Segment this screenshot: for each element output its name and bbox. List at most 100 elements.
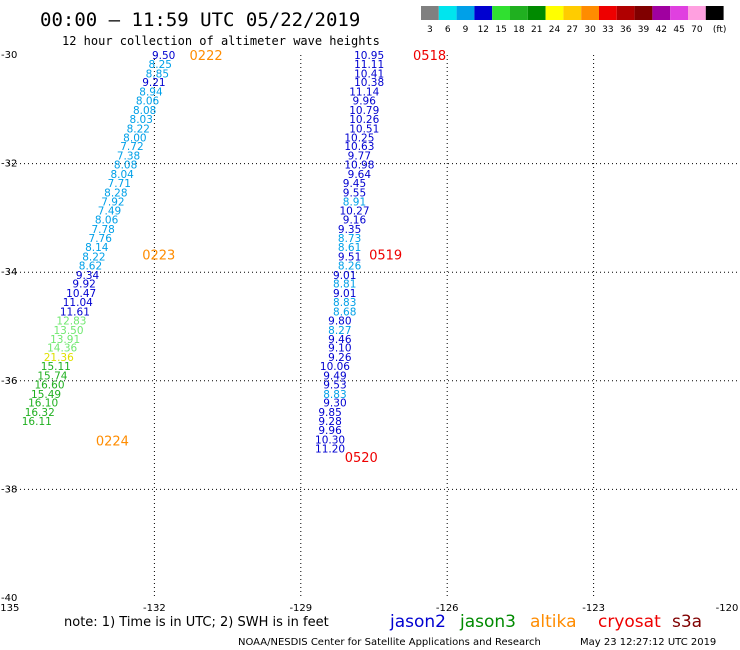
swh-value: 9.77 (348, 150, 371, 162)
color-scale-label: 3 (427, 25, 433, 35)
satellite-legend-entry: altika (530, 612, 577, 632)
swh-value: 9.21 (142, 77, 165, 89)
y-tick-label: -30 (1, 50, 17, 61)
swh-value: 8.83 (333, 297, 356, 309)
lat-lon-grid (8, 55, 740, 598)
color-swatch (670, 6, 688, 20)
color-swatch (421, 6, 439, 20)
color-scale-label: 18 (513, 25, 525, 35)
chart-subtitle: 12 hour collection of altimeter wave hei… (62, 34, 380, 48)
pass-time-label: 0519 (369, 248, 402, 263)
satellite-legend-entry: jason2 (389, 612, 446, 632)
pass-time-label: 0520 (345, 451, 378, 466)
swh-value: 8.03 (130, 114, 153, 126)
swh-value: 8.14 (85, 242, 109, 254)
swh-value: 10.27 (339, 205, 369, 217)
swh-value: 9.80 (328, 316, 351, 328)
swh-values: 9.508.258.859.218.948.068.088.038.228.00… (22, 50, 384, 456)
swh-value: 8.85 (146, 68, 169, 80)
swh-value: 16.32 (25, 407, 55, 419)
color-swatch (510, 6, 528, 20)
chart-title: 00:00 — 11:59 UTC 05/22/2019 (40, 9, 360, 31)
swh-value: 9.35 (338, 224, 361, 236)
swh-value: 9.51 (338, 251, 361, 263)
color-swatch (688, 6, 706, 20)
pass-time-label: 0224 (96, 435, 129, 450)
swh-value: 13.91 (50, 334, 80, 346)
color-swatch (563, 6, 582, 20)
swh-value: 9.64 (348, 169, 372, 181)
swh-value: 16.10 (28, 398, 58, 410)
swh-value: 16.11 (22, 416, 52, 428)
y-tick-label: -40 (1, 593, 17, 604)
axis-tick-labels: -30 -32 -34 -36 -38 -40-135 -132 -129 -126 -123 -1… (0, 50, 738, 614)
color-scale-label: 6 (445, 25, 451, 35)
color-swatch (527, 6, 546, 20)
y-tick-label: -34 (1, 267, 17, 278)
color-swatch (581, 6, 599, 20)
swh-value: 14.36 (47, 343, 77, 355)
credit-line: NOAA/NESDIS Center for Satellite Applica… (238, 637, 541, 648)
swh-value: 9.30 (323, 398, 346, 410)
swh-value: 9.55 (343, 187, 366, 199)
swh-value: 10.30 (315, 434, 345, 446)
swh-value: 11.61 (60, 306, 90, 318)
swh-value: 8.27 (328, 325, 351, 337)
swh-value: 9.96 (318, 425, 342, 437)
x-tick-label: -126 (436, 603, 459, 614)
swh-value: 8.28 (104, 187, 127, 199)
swh-value: 10.79 (349, 105, 379, 117)
swh-value: 16.60 (34, 380, 64, 392)
swh-value: 9.26 (328, 352, 352, 364)
swh-value: 9.45 (343, 178, 366, 190)
y-tick-label: -36 (1, 376, 17, 387)
swh-value: 8.91 (343, 197, 366, 209)
swh-value: 9.16 (343, 215, 367, 227)
swh-value: 11.04 (63, 297, 93, 309)
color-scale-label: 33 (602, 25, 613, 35)
color-scale-label: 36 (620, 25, 632, 35)
swh-value: 8.73 (338, 233, 361, 245)
swh-value: 11.20 (315, 444, 345, 456)
color-scale-label: 9 (463, 25, 469, 35)
swh-value: 9.28 (318, 416, 341, 428)
color-swatch (545, 6, 564, 20)
color-swatch (634, 6, 653, 20)
swh-value: 10.25 (344, 133, 374, 145)
swh-value: 8.68 (333, 306, 356, 318)
swh-value: 10.41 (354, 68, 384, 80)
color-swatch (599, 6, 617, 20)
x-tick-label: -135 (0, 603, 19, 614)
swh-value: 21.36 (44, 352, 74, 364)
swh-value: 11.11 (354, 59, 384, 71)
swh-value: 7.49 (98, 205, 121, 217)
pass-time-label: 0518 (413, 49, 446, 64)
swh-value: 8.61 (338, 242, 361, 254)
color-scale-label: 27 (567, 25, 578, 35)
swh-value: 9.50 (152, 50, 175, 62)
color-scale-label: 24 (549, 25, 561, 35)
color-scale-label: 45 (673, 25, 684, 35)
swh-value: 9.01 (333, 270, 356, 282)
swh-value: 8.06 (136, 96, 160, 108)
footnote: note: 1) Time is in UTC; 2) SWH is in fe… (64, 615, 329, 630)
x-tick-label: -120 (716, 603, 739, 614)
swh-value: 7.72 (120, 141, 143, 153)
swh-value: 8.62 (79, 261, 102, 273)
swh-value: 7.92 (101, 197, 124, 209)
swh-value: 10.47 (66, 288, 96, 300)
swh-value: 12.83 (56, 316, 86, 328)
swh-value: 8.94 (139, 86, 163, 98)
color-swatch (438, 6, 457, 20)
swh-value: 10.63 (344, 141, 374, 153)
swh-value: 15.49 (31, 389, 61, 401)
satellite-legend: jason2 jason3 altika cryosat s3a (389, 612, 702, 632)
swh-value: 7.78 (91, 224, 114, 236)
color-scale-label: 21 (531, 25, 542, 35)
swh-value: 8.83 (323, 389, 346, 401)
swh-value: 9.53 (323, 380, 346, 392)
swh-value: 9.85 (318, 407, 341, 419)
swh-value: 9.46 (328, 334, 352, 346)
swh-value: 8.25 (149, 59, 172, 71)
